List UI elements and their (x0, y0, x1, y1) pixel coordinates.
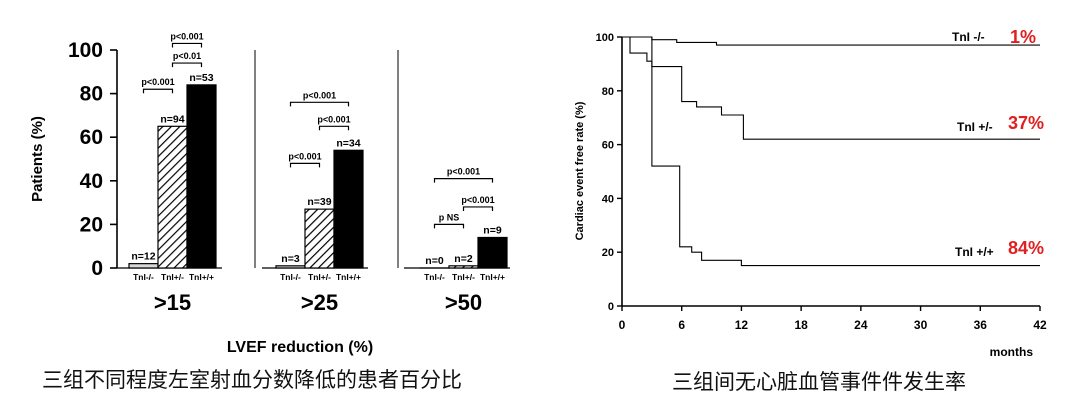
km-series-label: TnI +/- (957, 120, 993, 134)
km-series-label: TnI -/- (952, 30, 985, 44)
significance-label: p<0.001 (170, 31, 203, 41)
km-x-tick-label: 24 (854, 318, 868, 332)
bar-chart-caption: 三组不同程度左室射血分数降低的患者百分比 (42, 368, 462, 392)
km-x-axis-label: months (990, 345, 1034, 359)
km-x-tick-label: 42 (1033, 318, 1047, 332)
bar-count-label: n=0 (425, 255, 444, 267)
significance-label: p<0.001 (288, 151, 321, 161)
bar-category-label: TnI+/+ (480, 272, 505, 282)
km-event-rate: 84% (1008, 238, 1044, 258)
km-y-tick-label: 40 (602, 193, 614, 205)
bar-count-label: n=3 (281, 253, 300, 265)
km-y-tick-label: 80 (602, 86, 614, 98)
significance-bracket (142, 88, 174, 94)
bar-count-label: n=34 (336, 137, 360, 149)
bar-TnI+/- (448, 265, 479, 269)
km-y-tick-label: 20 (602, 247, 614, 259)
significance-bracket (318, 125, 350, 131)
bar-y-tick-label: 60 (80, 126, 103, 149)
bar-count-label: n=9 (483, 224, 502, 236)
km-x-tick-label: 12 (735, 318, 749, 332)
bar-y-tick-label: 80 (80, 83, 103, 106)
km-series-label: TnI +/+ (955, 245, 994, 259)
bar-count-label: n=2 (454, 253, 473, 265)
km-curve-3 (622, 36, 1040, 267)
bar-category-label: TnI-/- (133, 272, 154, 282)
bar-y-tick-label: 20 (80, 213, 103, 236)
significance-bracket (171, 42, 203, 48)
km-event-rate: 37% (1008, 113, 1044, 133)
km-event-rate: 1% (1010, 27, 1036, 47)
bar-count-label: n=12 (131, 251, 155, 263)
significance-label: p<0.001 (141, 77, 174, 87)
bar-category-label: TnI+/- (308, 272, 331, 282)
km-chart: 0 20 40 60 80 100 0 6 12 18 24 30 36 42 Cardiac event … (574, 27, 1047, 359)
bar-category-label: TnI+/- (452, 272, 475, 282)
bar-y-tick-label: 100 (68, 39, 103, 62)
significance-bracket (433, 178, 494, 183)
significance-label: p<0.01 (173, 51, 201, 61)
significance-bracket (289, 101, 350, 107)
km-y-tick-label: 100 (596, 32, 614, 44)
bar-category-label: TnI+/+ (336, 272, 361, 282)
km-y-tick-label: 60 (602, 140, 614, 152)
bar-count-label: n=94 (160, 113, 184, 125)
bar-group-label: >15 (154, 290, 191, 315)
bar-count-label: n=39 (307, 196, 331, 208)
bar-TnI-/- (128, 263, 159, 269)
bar-category-label: TnI+/- (161, 272, 184, 282)
bar-group-label: >25 (301, 290, 338, 315)
bar-TnI-/- (275, 265, 306, 269)
km-x-tick-label: 6 (678, 318, 685, 332)
bar-category-label: TnI-/- (424, 272, 445, 282)
bar-x-axis-label: LVEF reduction (%) (227, 339, 373, 356)
significance-bracket (462, 206, 494, 211)
significance-label: p<0.001 (447, 167, 480, 177)
bar-TnI+/+ (186, 84, 217, 269)
km-x-tick-label: 30 (914, 318, 928, 332)
significance-label: p<0.001 (317, 114, 350, 124)
km-x-tick-label: 18 (794, 318, 808, 332)
bar-TnI+/+ (333, 149, 364, 269)
km-y-tick-label: 0 (608, 301, 614, 313)
bar-TnI+/- (304, 208, 335, 269)
km-x-tick-label: 0 (619, 318, 626, 332)
bar-y-tick-label: 0 (91, 257, 103, 280)
km-chart-caption: 三组间无心脏血管事件件发生率 (672, 370, 966, 394)
significance-label: p<0.001 (461, 195, 494, 205)
significance-bracket (171, 62, 203, 68)
bar-category-label: TnI+/+ (189, 272, 214, 282)
bar-y-axis-label: Patients (%) (29, 116, 46, 202)
bar-y-tick-label: 40 (80, 170, 103, 193)
significance-bracket (433, 223, 465, 229)
significance-label: p NS (439, 212, 460, 222)
bar-category-label: TnI-/- (280, 272, 301, 282)
bar-TnI+/- (157, 125, 188, 269)
km-x-tick-label: 36 (974, 318, 988, 332)
bar-TnI+/+ (477, 236, 508, 269)
bar-chart: 0 20 40 60 80 100 Patients (%) LVEF reduction (… (29, 31, 510, 356)
significance-bracket (289, 162, 321, 168)
km-y-axis-label: Cardiac event free rate (%) (574, 101, 586, 240)
bar-group-label: >50 (445, 290, 482, 315)
significance-label: p<0.001 (303, 90, 336, 100)
bar-count-label: n=53 (189, 72, 213, 84)
km-curve-2 (622, 36, 1040, 140)
